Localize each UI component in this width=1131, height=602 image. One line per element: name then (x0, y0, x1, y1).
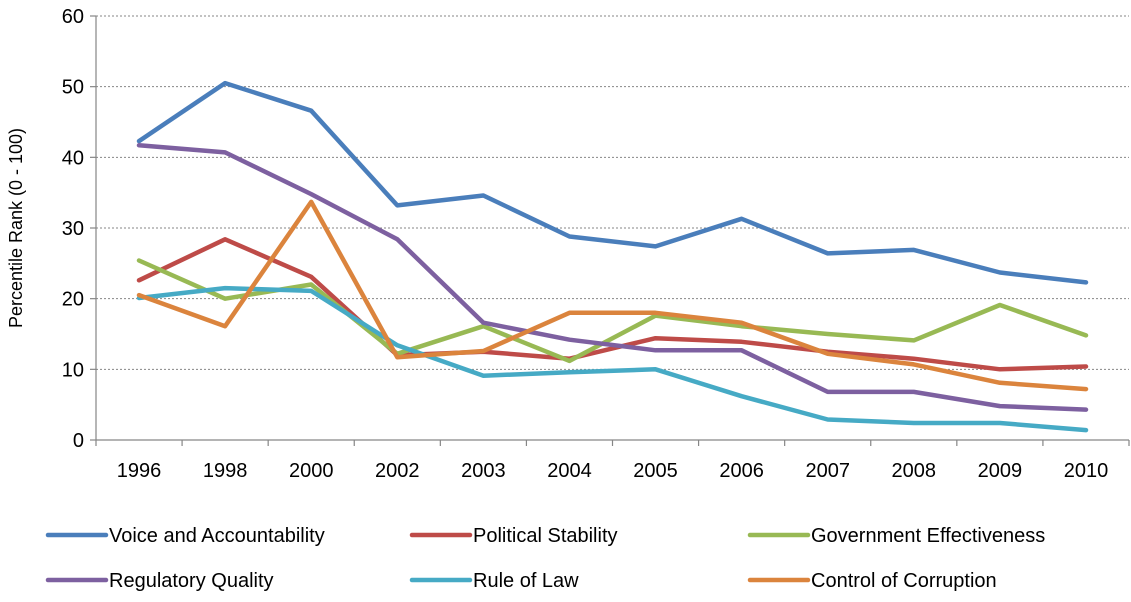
y-tick-label: 20 (62, 289, 84, 311)
y-tick-labels: 0 10 20 30 40 50 60 (62, 6, 84, 452)
legend-label-political-stability: Political Stability (473, 525, 618, 547)
x-tick-label: 1998 (203, 460, 248, 482)
x-tick-label: 2008 (892, 460, 937, 482)
series-line-voice-and-accountability (136, 80, 1089, 285)
legend-label-government-effectiveness: Government Effectiveness (811, 525, 1045, 547)
y-tick-label: 0 (73, 430, 84, 452)
y-tick-label: 30 (62, 218, 84, 240)
x-tick-label: 2005 (633, 460, 678, 482)
legend-label-rule-of-law: Rule of Law (473, 570, 579, 592)
series-line-political-stability (136, 237, 1089, 372)
legend-label-control-of-corruption: Control of Corruption (811, 570, 997, 592)
y-axis-label: Percentile Rank (0 - 100) (6, 128, 26, 328)
y-tick-label: 40 (62, 147, 84, 169)
series-line-rule-of-law (136, 285, 1089, 433)
x-tick-label: 1996 (117, 460, 162, 482)
series-line-control-of-corruption (136, 199, 1089, 392)
x-tick-label: 2004 (547, 460, 592, 482)
x-tick-label: 2007 (805, 460, 850, 482)
x-tick-label: 2000 (289, 460, 334, 482)
gridlines (96, 15, 1129, 370)
x-tick-labels: 1996 1998 2000 2002 2003 2004 2005 2006 2007 2008… (117, 460, 1108, 482)
legend: Voice and Accountability Political Stabil… (45, 525, 1045, 592)
x-tick-label: 2002 (375, 460, 420, 482)
x-tick-label: 2009 (978, 460, 1023, 482)
x-tick-label: 2010 (1064, 460, 1109, 482)
y-tick-label: 10 (62, 359, 84, 381)
y-tick-label: 50 (62, 77, 84, 99)
series-line-regulatory-quality (136, 143, 1089, 412)
series-line-government-effectiveness (136, 258, 1089, 364)
x-tick-label: 2003 (461, 460, 506, 482)
y-tick-label: 60 (62, 6, 84, 28)
legend-label-voice-and-accountability: Voice and Accountability (109, 525, 325, 547)
series-lines (136, 80, 1089, 433)
legend-label-regulatory-quality: Regulatory Quality (109, 570, 274, 592)
x-tick-label: 2006 (719, 460, 764, 482)
axes (90, 15, 1130, 446)
